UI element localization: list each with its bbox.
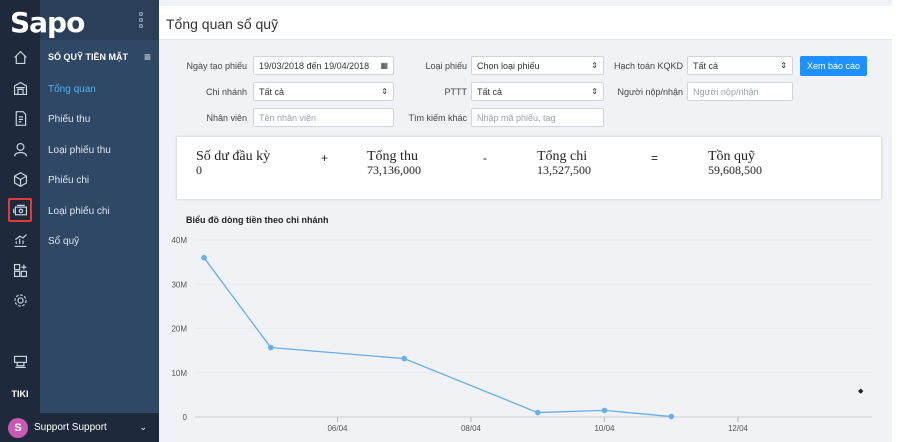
subnav-item-overview[interactable]: Tổng quan xyxy=(48,83,96,95)
data-point xyxy=(267,344,274,351)
branch-select[interactable]: Tất cả ⇕ xyxy=(253,82,394,101)
summary-card: Số dư đầu kỳ 0 + Tổng thu 73,136,000 - T… xyxy=(177,137,881,199)
total-expense-label: Tổng chi xyxy=(537,149,588,164)
total-expense-value: 13,527,500 xyxy=(537,163,591,177)
x-tick-label: 10/04 xyxy=(594,424,615,433)
select-arrows-icon: ⇕ xyxy=(591,87,598,96)
staff-label: Nhân viên xyxy=(206,113,247,123)
minus-operator: - xyxy=(483,151,487,165)
data-point xyxy=(401,355,408,362)
avatar: S xyxy=(8,417,28,438)
branch-label: Chi nhánh xyxy=(205,87,247,97)
kebab-menu-icon[interactable] xyxy=(136,12,146,34)
select-arrows-icon: ⇕ xyxy=(381,87,388,96)
voucher-type-select[interactable]: Chọn loại phiếu ⇕ xyxy=(471,56,604,75)
icon-rail: TIKI xyxy=(0,0,40,442)
fund-balance-label: Tồn quỹ xyxy=(708,149,756,164)
payer-label: Người nộp/nhận xyxy=(617,87,683,97)
payment-method-label: PTTT xyxy=(444,87,468,97)
home-icon[interactable] xyxy=(8,45,32,69)
total-income-value: 73,136,000 xyxy=(367,163,421,177)
data-point xyxy=(534,409,541,416)
user-menu[interactable]: S Support Support ⌄ xyxy=(0,413,159,442)
select-arrows-icon: ⇕ xyxy=(780,61,787,70)
page-title: Tổng quan sổ quỹ xyxy=(166,16,279,32)
series-line xyxy=(203,257,672,418)
subnav-item-payment-types[interactable]: Loại phiếu chi xyxy=(48,205,110,217)
main-content: Tổng quan sổ quỹ Ngày tạo phiếu 19/03/20… xyxy=(159,0,900,442)
cash-icon[interactable] xyxy=(8,198,32,222)
store-icon[interactable] xyxy=(8,76,32,100)
gear-icon[interactable] xyxy=(8,288,32,312)
accounting-label: Hạch toán KQKD xyxy=(613,61,683,71)
y-tick-label: 40M xyxy=(171,236,187,245)
page-header: Tổng quan sổ quỹ xyxy=(159,6,892,40)
tiki-icon[interactable]: TIKI xyxy=(11,389,29,399)
payer-input[interactable]: Người nộp/nhận xyxy=(687,82,793,101)
y-tick-label: 10M xyxy=(171,369,187,378)
chart-icon[interactable] xyxy=(8,228,32,252)
box-icon[interactable] xyxy=(8,167,32,191)
user-icon[interactable] xyxy=(8,137,32,161)
subnav-item-receipt-types[interactable]: Loại phiếu thu xyxy=(48,144,111,156)
equals-operator: = xyxy=(651,151,659,165)
subnav-heading: SỔ QUỸ TIỀN MẶT xyxy=(48,52,129,62)
document-icon[interactable] xyxy=(8,106,32,130)
y-tick-label: 20M xyxy=(171,325,187,334)
cashflow-chart: 40M 30M 20M 10M 0 06/04 08/04 10/04 12/04 xyxy=(159,230,892,442)
created-date-label: Ngày tạo phiếu xyxy=(186,61,247,71)
select-arrows-icon: ⇕ xyxy=(591,61,598,70)
cashflow-chart-svg: 40M 30M 20M 10M 0 06/04 08/04 10/04 12/04 xyxy=(171,236,872,433)
voucher-type-label: Loại phiếu xyxy=(425,61,467,71)
data-point xyxy=(601,407,608,414)
subnav-item-receipts[interactable]: Phiếu thu xyxy=(48,114,91,126)
chart-marker-icon: ◆ xyxy=(858,388,864,395)
fund-balance-value: 59,608,500 xyxy=(708,163,762,177)
accounting-select[interactable]: Tất cả ⇕ xyxy=(687,56,793,75)
data-point xyxy=(201,254,207,261)
calendar-icon: ▦ xyxy=(380,61,388,70)
sapo-logo: Sapo xyxy=(10,6,85,39)
subnav-panel: SỔ QUỸ TIỀN MẶT ≡ Tổng quan Phiếu thu Lo… xyxy=(40,40,159,413)
subnav-item-cashbook[interactable]: Sổ quỹ xyxy=(48,236,80,248)
created-date-field[interactable]: 19/03/2018 đến 19/04/2018 ▦ xyxy=(253,56,394,75)
opening-balance-value: 0 xyxy=(196,163,202,177)
right-edge xyxy=(892,0,900,442)
data-point xyxy=(668,413,675,420)
plus-operator: + xyxy=(321,151,329,165)
hamburger-icon[interactable]: ≡ xyxy=(143,50,151,64)
subnav-item-payments[interactable]: Phiếu chi xyxy=(48,175,90,187)
x-tick-label: 08/04 xyxy=(461,424,482,433)
subnav-header: SỔ QUỸ TIỀN MẶT ≡ xyxy=(40,40,159,74)
view-report-button[interactable]: Xem báo cáo xyxy=(800,56,867,76)
y-tick-label: 30M xyxy=(171,280,187,289)
chart-title: Biểu đồ dòng tiền theo chi nhánh xyxy=(186,215,329,225)
other-search-input[interactable]: Nhập mã phiếu, tag xyxy=(471,108,604,127)
chevron-down-icon: ⌄ xyxy=(139,422,147,432)
x-tick-label: 12/04 xyxy=(728,424,749,433)
payment-method-select[interactable]: Tất cả ⇕ xyxy=(471,82,604,101)
user-name: Support Support xyxy=(34,422,107,433)
x-tick-label: 06/04 xyxy=(327,424,348,433)
total-income-label: Tổng thu xyxy=(367,149,418,164)
opening-balance-label: Số dư đầu kỳ xyxy=(196,149,271,164)
y-tick-label: 0 xyxy=(183,413,188,422)
other-search-label: Tìm kiếm khác xyxy=(408,113,467,123)
apps-icon[interactable] xyxy=(8,258,32,282)
pos-icon[interactable] xyxy=(8,349,32,373)
staff-input[interactable]: Tên nhân viên xyxy=(253,108,394,127)
